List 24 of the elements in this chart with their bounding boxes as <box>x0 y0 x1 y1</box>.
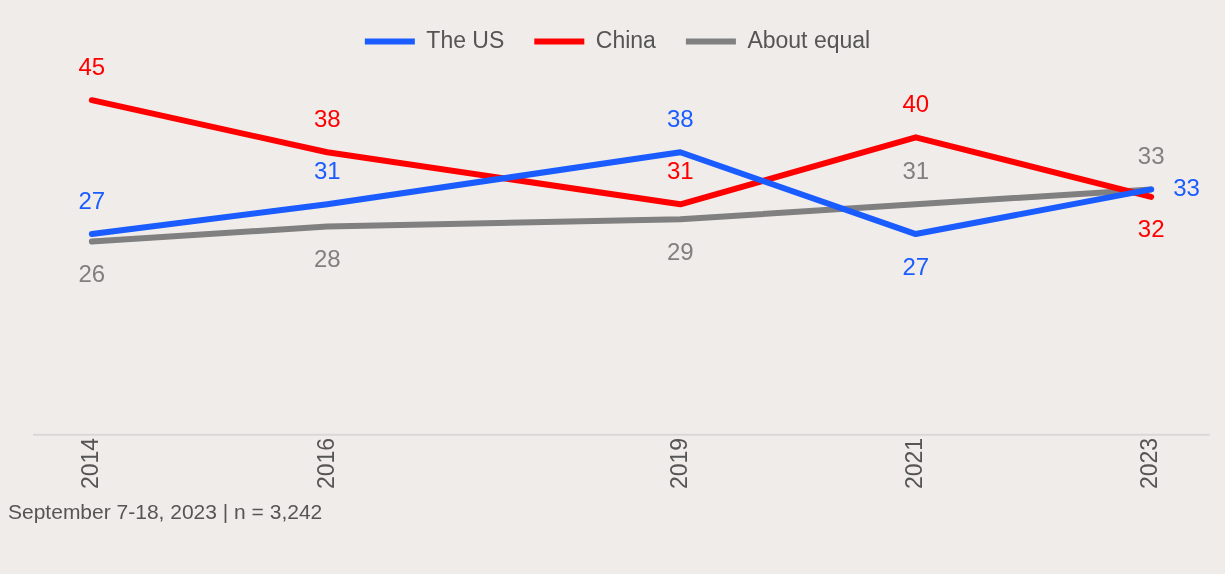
data-label: 33 <box>1173 174 1200 202</box>
data-label: 26 <box>78 260 106 288</box>
x-tick-label: 2016 <box>312 437 339 490</box>
legend-label: The US <box>426 26 505 53</box>
x-tick-label: 2023 <box>1136 437 1163 490</box>
legend-label: About equal <box>747 26 871 53</box>
data-label: 38 <box>313 104 341 132</box>
data-label: 45 <box>78 52 106 80</box>
legend-label: China <box>595 26 657 53</box>
data-label: 31 <box>902 156 930 184</box>
data-label: 38 <box>667 104 694 132</box>
data-label: 32 <box>1137 215 1165 243</box>
data-label: 29 <box>667 237 694 265</box>
data-label: 31 <box>313 156 341 184</box>
x-tick-label: 2014 <box>77 437 104 490</box>
data-label: 33 <box>1137 142 1165 170</box>
data-label: 31 <box>667 156 694 184</box>
data-label: 40 <box>902 89 930 117</box>
text: September 7-18, 2023 | n = 3,242 <box>8 500 323 524</box>
data-label: 27 <box>902 252 930 280</box>
x-tick-label: 2021 <box>901 437 928 490</box>
x-tick-label: 2019 <box>665 437 692 490</box>
data-label: 27 <box>78 186 106 214</box>
data-label: 28 <box>313 245 341 273</box>
